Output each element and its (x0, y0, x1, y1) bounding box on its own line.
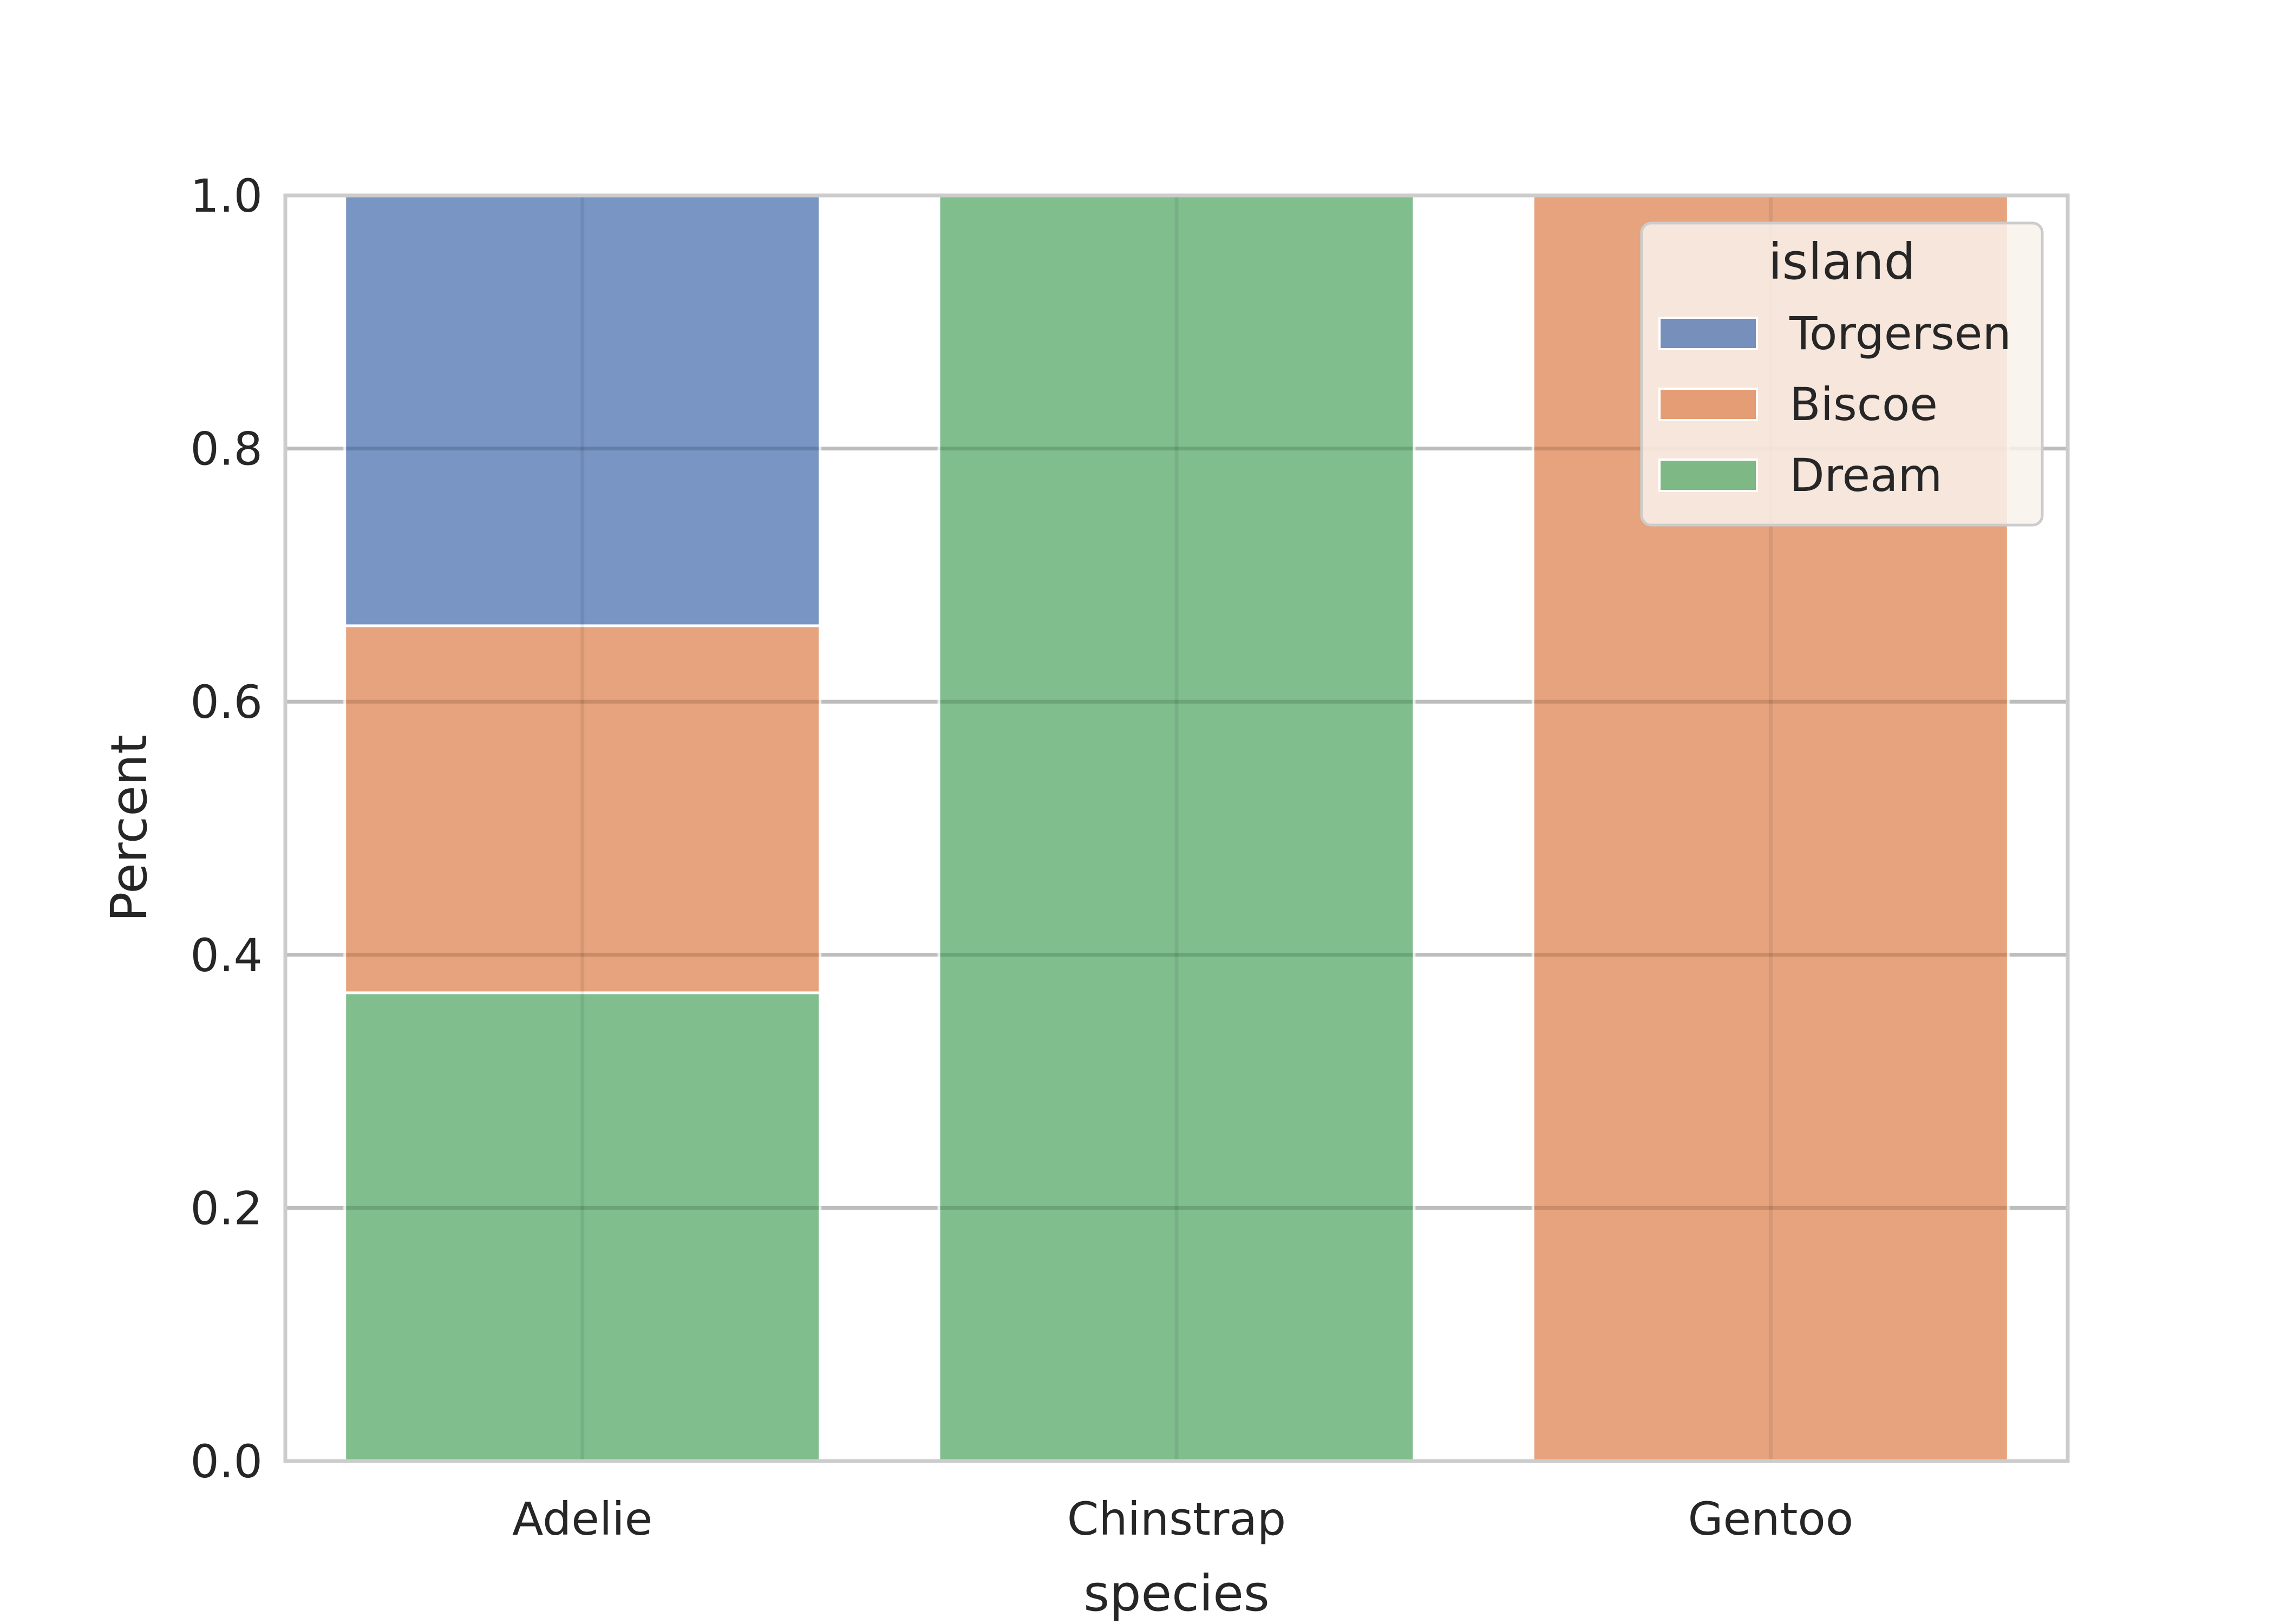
bar-segment-adelie-biscoe (343, 624, 822, 994)
bar-segment-adelie-torgersen (343, 194, 822, 627)
x-tick-label: Chinstrap (1067, 1492, 1286, 1546)
bar-segment-chinstrap-dream (937, 194, 1416, 1463)
legend-box (1640, 221, 2044, 527)
legend-title: island (1768, 233, 1916, 291)
legend-label-biscoe: Biscoe (1789, 378, 1938, 431)
bar-segment-adelie-dream (343, 991, 822, 1463)
y-tick-label: 0.8 (190, 423, 263, 476)
legend: island Torgersen Biscoe Dream (1640, 221, 2044, 527)
y-tick-labels: 0.0 0.2 0.4 0.6 0.8 1.0 (190, 169, 263, 1488)
x-tick-label: Adelie (512, 1492, 652, 1546)
legend-swatch-biscoe (1658, 388, 1758, 421)
x-tick-label: Gentoo (1688, 1492, 1853, 1546)
legend-swatch-dream (1658, 459, 1758, 492)
y-tick-label: 1.0 (190, 169, 263, 222)
y-tick-label: 0.0 (190, 1435, 263, 1488)
y-axis-title: Percent (100, 735, 158, 922)
y-tick-label: 0.6 (190, 676, 263, 729)
legend-swatch-torgersen (1658, 317, 1758, 350)
bars (343, 194, 2010, 1463)
y-tick-label: 0.2 (190, 1182, 263, 1235)
y-tick-label: 0.4 (190, 929, 263, 982)
legend-items: Torgersen Biscoe Dream (1658, 307, 2011, 502)
legend-label-torgersen: Torgersen (1789, 307, 2011, 360)
plot-frame (283, 193, 2070, 1463)
x-tick-labels: Adelie Chinstrap Gentoo (512, 1492, 1853, 1546)
x-axis-title: species (1083, 1564, 1270, 1622)
legend-label-dream: Dream (1789, 449, 1942, 502)
